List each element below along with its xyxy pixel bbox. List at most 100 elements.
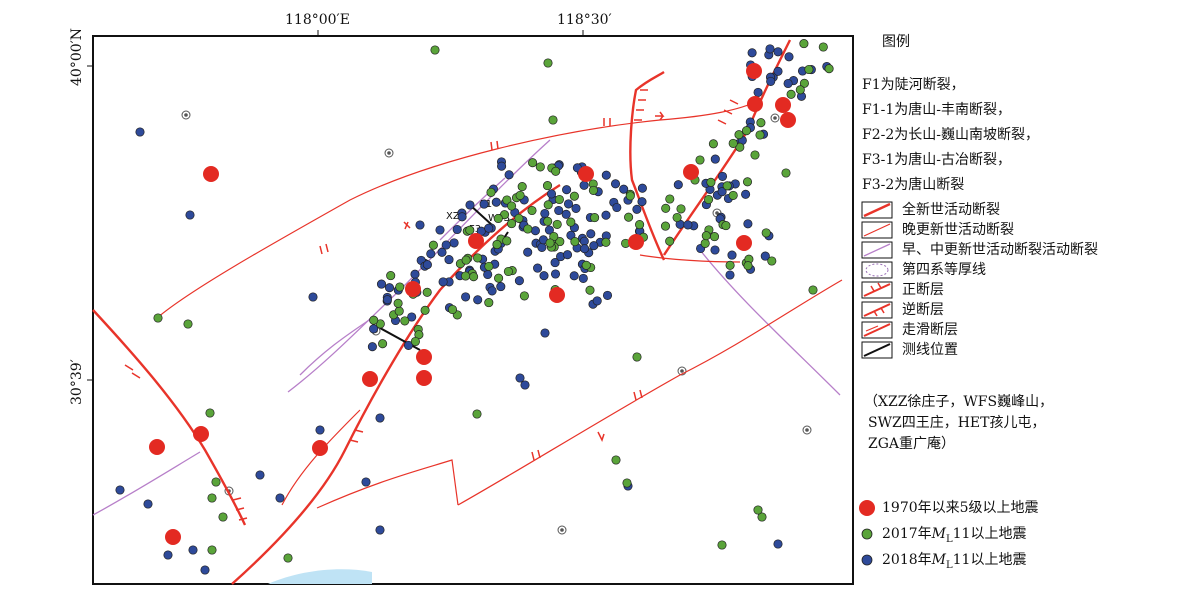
eq-2017-dot (486, 187, 496, 197)
legend-2018-sub: L (945, 559, 953, 571)
eq-2017-dot (523, 224, 533, 234)
eq-2017-dot (543, 216, 553, 226)
eq-2017-dot (283, 553, 293, 563)
eq-2018-dot (717, 187, 727, 197)
eq-2017-dot (786, 89, 796, 99)
eq-2017-dot (635, 220, 645, 230)
eq-2017-dot (824, 64, 834, 74)
eq-2017-dot (207, 545, 217, 555)
eq-2018-dot (571, 203, 581, 213)
eq-2017-dot (741, 126, 752, 136)
top-tick-label-2: 118°30′ (557, 12, 612, 28)
map-frame (92, 35, 854, 585)
eq-2018-dot (533, 263, 543, 273)
eq-2018-dot (115, 485, 125, 495)
eq-2017-dot (211, 477, 221, 487)
eq-2017-dot (761, 228, 771, 238)
eq-2017-dot (503, 266, 513, 277)
eq-2018-dot (497, 161, 507, 171)
eq-2017-dot (585, 285, 595, 295)
eq-2017-dot (447, 304, 458, 315)
eq-2018-dot (619, 184, 629, 194)
eq-2018-dot (747, 48, 757, 58)
eq-2017-dot (473, 253, 483, 263)
eq-2017-dot (207, 493, 217, 503)
label-xzz: XZZ (446, 211, 467, 222)
legend-survey-line-label: 测线位置 (902, 342, 958, 358)
eq-2018-dot (760, 251, 770, 261)
eq-large-dot (193, 426, 209, 442)
eq-large-dot (578, 166, 594, 182)
legend-2018-eq-icon (861, 554, 873, 566)
legend-large-eq-label: 1970年以来5级以上地震 (882, 500, 1039, 516)
eq-2018-dot (135, 127, 145, 137)
eq-2017-dot (701, 231, 711, 241)
eq-large-dot (746, 63, 762, 79)
eq-2017-dot (601, 237, 611, 247)
eq-2017-dot (665, 236, 675, 246)
eq-2017-dot (665, 194, 675, 204)
eq-2018-dot (537, 242, 547, 252)
eq-2018-dot (766, 76, 776, 86)
eq-2018-dot (610, 179, 621, 189)
eq-2017-dot (781, 168, 791, 178)
legend-early-pleistocene-label: 早、中更新世活动断裂活动断裂 (902, 242, 1098, 258)
eq-2017-dot (183, 319, 193, 329)
eq-2018-dot (773, 66, 783, 76)
eq-2018-dot (473, 295, 483, 305)
eq-2018-dot (315, 425, 325, 435)
eq-2018-dot (725, 270, 735, 280)
eq-2017-dot (469, 272, 479, 282)
eq-2017-dot (465, 225, 475, 235)
legend-large-eq-icon (859, 500, 875, 516)
eq-2018-dot (673, 180, 683, 190)
eq-2017-dot (494, 273, 504, 283)
eq-2018-dot (514, 276, 524, 286)
eq-2018-dot (143, 499, 153, 509)
isopach-icon (861, 261, 893, 279)
survey-line-icon (861, 341, 893, 359)
eq-2017-dot (569, 191, 579, 201)
eq-2018-dot (515, 373, 525, 383)
eq-2018-dot (765, 44, 775, 54)
eq-2018-dot (710, 154, 720, 164)
eq-2017-dot (708, 139, 718, 149)
eq-2018-dot (188, 545, 198, 555)
eq-2017-dot (461, 271, 471, 281)
legend-isopach-label: 第四系等厚线 (902, 262, 986, 278)
left-tick-label-2: 30°39′ (69, 359, 85, 405)
legend-fault-f3-1: F3-1为唐山-古冶断裂， (862, 152, 1011, 168)
eq-2017-dot (695, 155, 705, 165)
eq-2017-dot (493, 213, 503, 224)
eq-2018-dot (743, 219, 753, 229)
legend-2017-suffix: 11以上地震 (952, 526, 1027, 542)
eq-2017-dot (799, 78, 809, 88)
eq-2018-dot (375, 413, 385, 423)
eq-2018-dot (457, 212, 467, 222)
eq-2017-dot (484, 298, 494, 308)
eq-2018-dot (361, 477, 371, 487)
legend-fault-f2-2: F2-2为长山-巍山南坡断裂， (862, 127, 1039, 143)
eq-2018-dot (773, 539, 783, 549)
eq-2017-dot (795, 85, 805, 95)
eq-2017-dot (514, 213, 524, 223)
eq-2018-dot (496, 282, 506, 292)
eq-2018-dot (753, 87, 763, 97)
legend-2017-eq-icon (861, 528, 873, 540)
eq-2018-dot (523, 247, 533, 257)
early-pleistocene-faults (92, 139, 841, 516)
eq-2018-dot (741, 189, 751, 199)
eq-2017-dot (566, 217, 576, 227)
eq-2018-dot (601, 210, 611, 220)
eq-2017-dot (543, 58, 553, 68)
legend-fault-f3-2: F3-2为唐山断裂 (862, 177, 965, 193)
eq-2018-dot (426, 249, 436, 259)
eq-2017-dot (728, 190, 738, 200)
legend-2018-prefix: 2018年 (882, 552, 932, 568)
abbreviation-line-3: ZGA重广庵） (868, 436, 956, 452)
eq-2017-dot (625, 191, 635, 201)
eq-large-dot (165, 529, 181, 545)
eq-2018-dot (275, 493, 285, 503)
eq-2018-dot (185, 210, 195, 220)
eq-2017-dot (502, 195, 512, 205)
